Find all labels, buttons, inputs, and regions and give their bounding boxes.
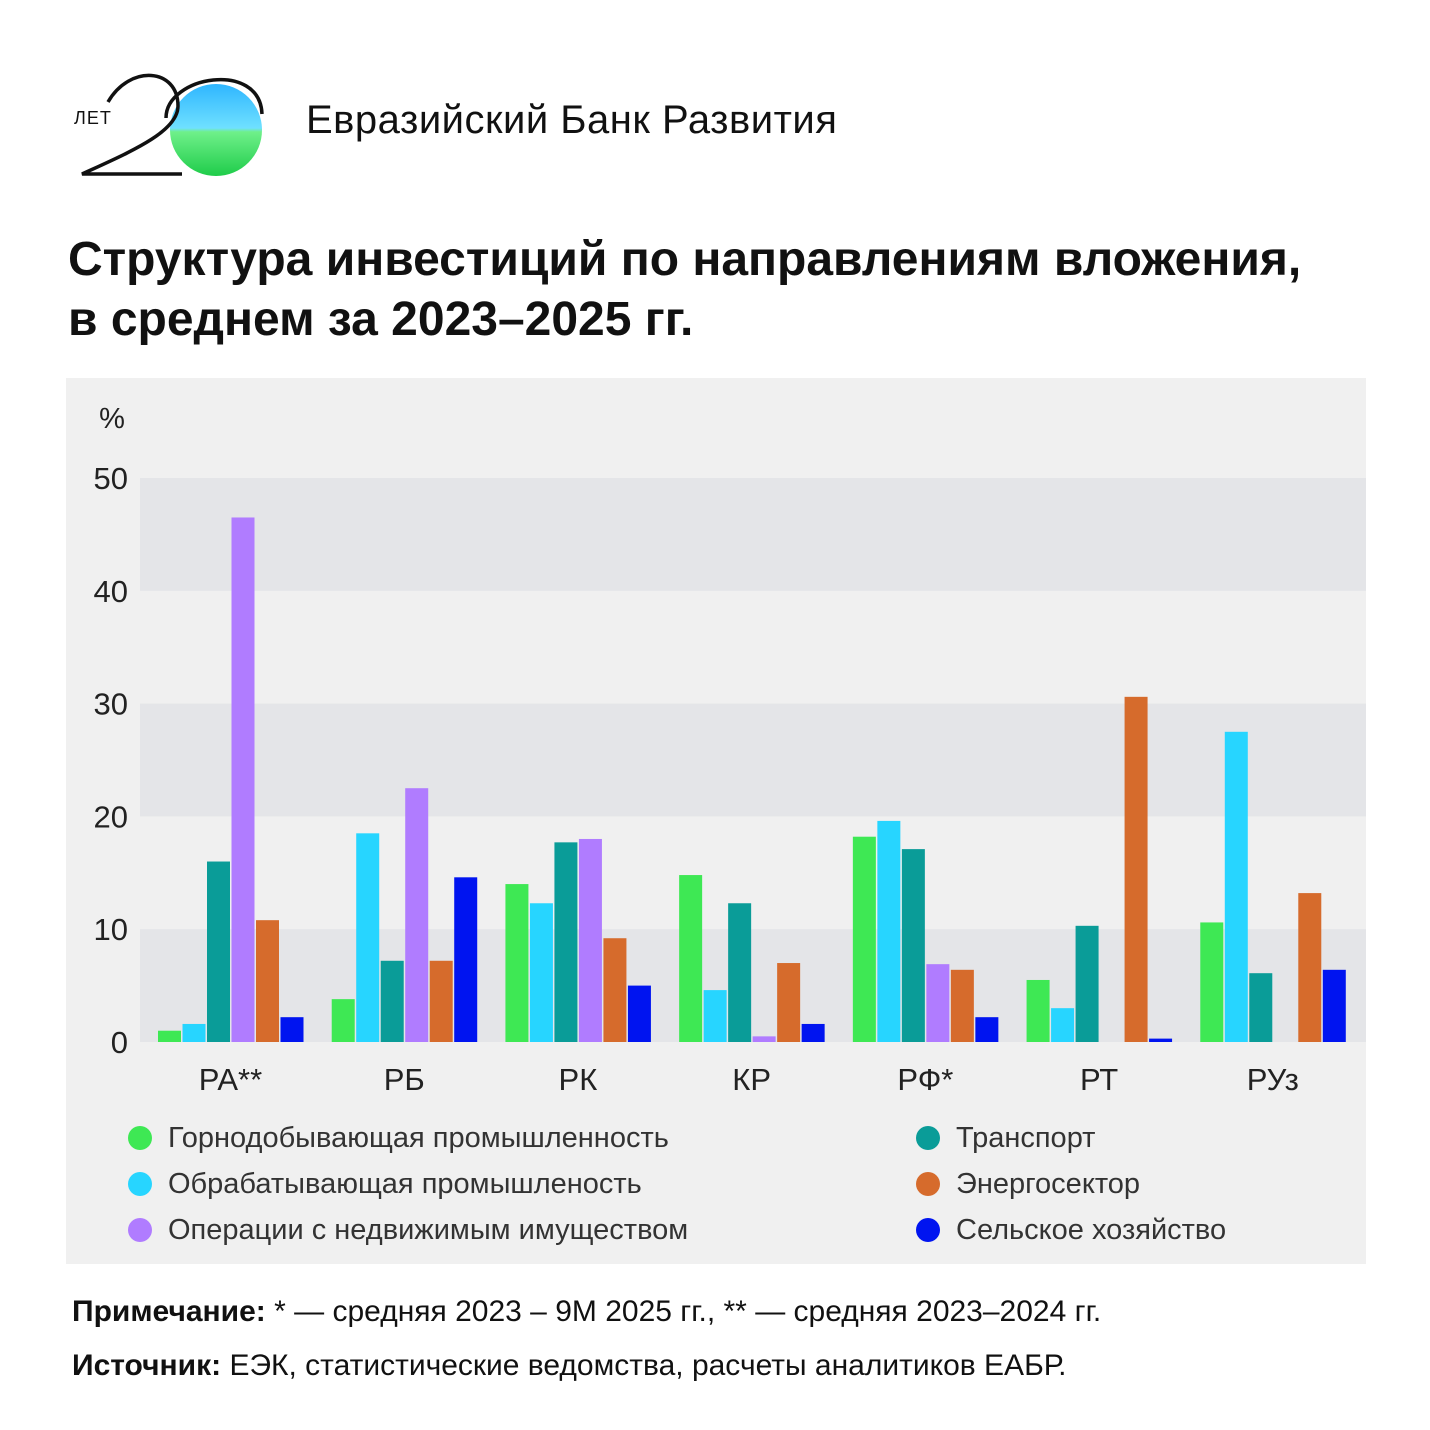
bar xyxy=(926,964,950,1042)
bar xyxy=(280,1017,304,1042)
legend-item: Горнодобывающая промышленность xyxy=(128,1118,669,1158)
bar xyxy=(578,838,602,1042)
bar xyxy=(331,999,355,1042)
bar xyxy=(801,1023,825,1042)
chart-panel: % 0 10 20 30 40 50 РА** РБ РК КР РФ* РТ РУз Горнодобы… xyxy=(66,378,1366,1264)
legend-swatch xyxy=(128,1218,152,1242)
legend-label: Сельское хозяйство xyxy=(956,1213,1227,1246)
logo-digit-two xyxy=(81,73,182,176)
bar xyxy=(627,985,651,1042)
bar xyxy=(182,1023,206,1042)
x-category-label: РА** xyxy=(199,1062,262,1097)
grid-band xyxy=(140,703,1366,817)
bar xyxy=(158,1030,181,1042)
bar xyxy=(380,960,404,1042)
y-tick-label: 40 xyxy=(94,574,128,609)
header: ЛЕТ Евразийский Банк Развития xyxy=(70,62,1360,182)
bar xyxy=(429,960,453,1042)
bar xyxy=(207,861,230,1042)
legend-label: Горнодобывающая промышленность xyxy=(168,1121,669,1154)
source-text: ЕЭК, статистические ведомства, расчеты а… xyxy=(221,1349,1067,1382)
bar xyxy=(603,938,627,1042)
x-category-label: РБ xyxy=(384,1062,425,1097)
legend-swatch xyxy=(128,1172,152,1196)
bar xyxy=(852,836,876,1042)
legend-label: Операции с недвижимым имуществом xyxy=(168,1213,689,1246)
chart-legend: Горнодобывающая промышленность Транспорт О… xyxy=(128,1118,1358,1258)
legend-item: Сельское хозяйство xyxy=(916,1210,1226,1250)
legend-label: Транспорт xyxy=(956,1121,1096,1154)
bar xyxy=(554,842,578,1042)
bar xyxy=(356,833,380,1042)
bar xyxy=(975,1017,999,1042)
bar xyxy=(505,884,529,1042)
bar xyxy=(1249,973,1273,1042)
bar xyxy=(1075,925,1099,1042)
org-name: Евразийский Банк Развития xyxy=(306,98,838,142)
bar xyxy=(405,788,429,1042)
bar xyxy=(1298,893,1322,1042)
bar xyxy=(703,990,727,1042)
bar xyxy=(1124,696,1148,1042)
bar xyxy=(529,903,553,1042)
x-category-label: РТ xyxy=(1080,1062,1118,1097)
logo-ball xyxy=(170,84,262,176)
y-tick-label: 30 xyxy=(94,687,128,722)
legend-swatch xyxy=(916,1172,940,1196)
chart-title-line2: в среднем за 2023–2025 гг. xyxy=(68,293,694,346)
bar xyxy=(454,877,478,1042)
logo-small-text: ЛЕТ xyxy=(74,108,112,128)
y-tick-label: 50 xyxy=(94,461,128,496)
y-tick-label: 20 xyxy=(94,799,128,834)
legend-item: Энергосектор xyxy=(916,1164,1140,1204)
x-category-label: РК xyxy=(559,1062,598,1097)
bar xyxy=(901,849,925,1042)
source-label: Источник: xyxy=(72,1349,222,1382)
x-category-label: КР xyxy=(732,1062,771,1097)
legend-label: Энергосектор xyxy=(956,1167,1141,1200)
chart-title-line1: Структура инвестиций по направлениям вло… xyxy=(68,233,1302,286)
bar xyxy=(1200,922,1224,1042)
bar xyxy=(1322,969,1346,1042)
bar xyxy=(950,969,974,1042)
grid-band xyxy=(140,929,1366,1042)
legend-item: Операции с недвижимым имуществом xyxy=(128,1210,688,1250)
note-text: * — средняя 2023 – 9М 2025 гг., ** — сре… xyxy=(265,1295,1102,1328)
x-category-label: РУз xyxy=(1247,1062,1299,1097)
logo-20-years: ЛЕТ xyxy=(74,73,264,176)
bar-chart: % 0 10 20 30 40 50 РА** РБ РК КР РФ* РТ РУз xyxy=(94,403,1366,1097)
legend-item: Транспорт xyxy=(916,1118,1095,1158)
bar xyxy=(1026,979,1050,1042)
x-category-label: РФ* xyxy=(897,1062,953,1097)
note-label: Примечание: xyxy=(72,1295,266,1328)
legend-swatch xyxy=(916,1126,940,1150)
note-line: Примечание: * — средняя 2023 – 9М 2025 г… xyxy=(72,1290,1372,1344)
y-axis-unit-label: % xyxy=(99,403,125,435)
chart-title: Структура инвестиций по направлениям вло… xyxy=(68,230,1388,350)
legend-swatch xyxy=(916,1218,940,1242)
grid-band xyxy=(140,478,1366,591)
bar xyxy=(679,875,703,1042)
y-tick-label: 0 xyxy=(111,1025,128,1060)
bar xyxy=(877,820,901,1042)
footnotes: Примечание: * — средняя 2023 – 9М 2025 г… xyxy=(72,1290,1372,1398)
bar xyxy=(1051,1008,1075,1042)
bar xyxy=(1224,731,1248,1042)
bar xyxy=(1149,1038,1173,1042)
legend-item: Обрабатывающая промышленость xyxy=(128,1164,642,1204)
legend-label: Обрабатывающая промышленость xyxy=(168,1167,642,1200)
legend-swatch xyxy=(128,1126,152,1150)
bar xyxy=(256,920,279,1042)
y-tick-label: 10 xyxy=(94,912,128,947)
logo-digit-zero xyxy=(164,77,264,119)
bar xyxy=(728,903,752,1042)
bar xyxy=(777,963,801,1042)
bar xyxy=(231,517,255,1042)
source-line: Источник: ЕЭК, статистические ведомства,… xyxy=(72,1344,1372,1398)
bar xyxy=(752,1036,776,1042)
